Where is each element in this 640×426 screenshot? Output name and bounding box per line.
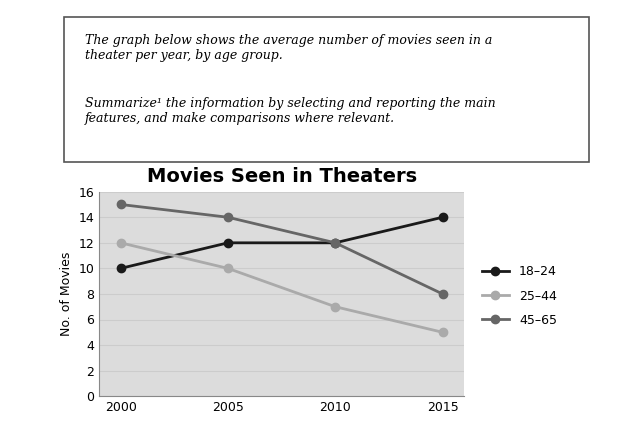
FancyBboxPatch shape bbox=[64, 17, 589, 162]
Legend: 18–24, 25–44, 45–65: 18–24, 25–44, 45–65 bbox=[477, 260, 562, 332]
Y-axis label: No. of Movies: No. of Movies bbox=[60, 252, 73, 336]
Text: Summarize¹ the information by selecting and reporting the main
features, and mak: Summarize¹ the information by selecting … bbox=[85, 97, 495, 125]
Title: Movies Seen in Theaters: Movies Seen in Theaters bbox=[147, 167, 417, 186]
Text: The graph below shows the average number of movies seen in a
theater per year, b: The graph below shows the average number… bbox=[85, 35, 492, 63]
